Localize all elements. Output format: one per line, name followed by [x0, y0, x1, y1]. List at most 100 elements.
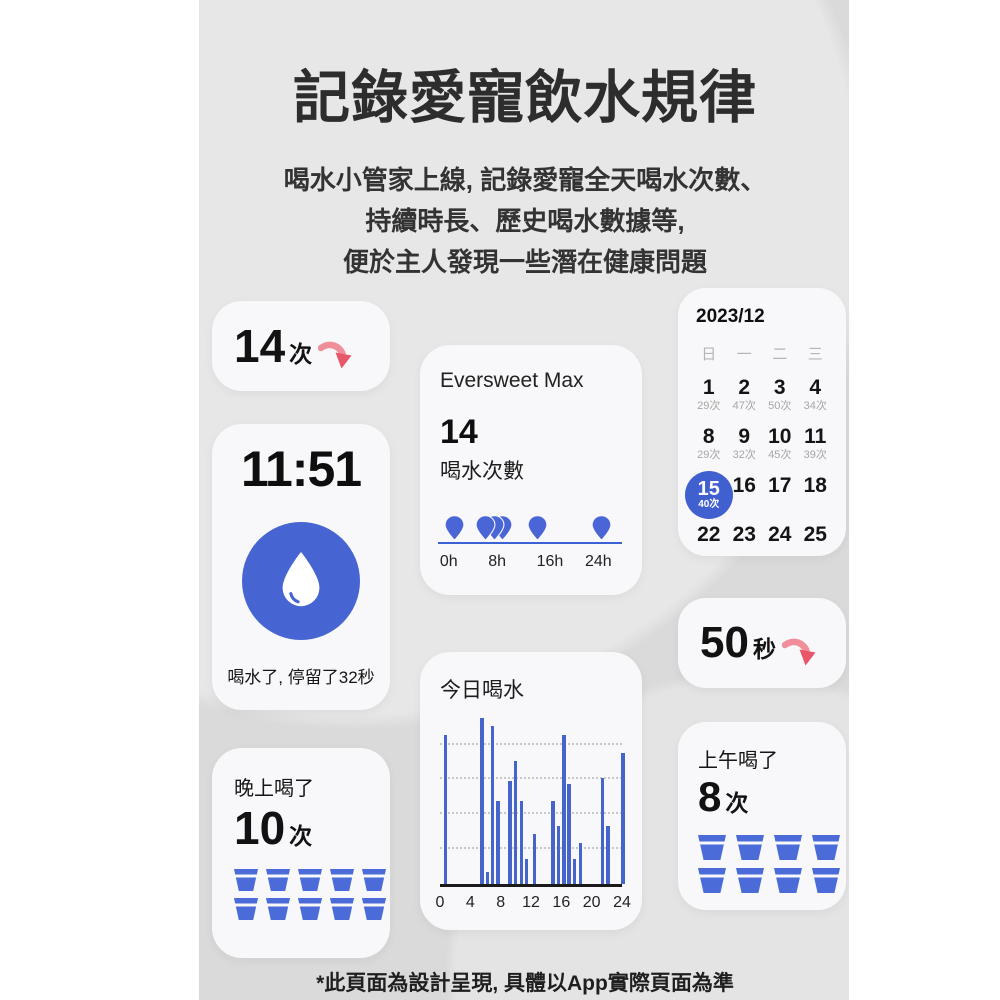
- timeline-axis-line: [438, 542, 623, 544]
- chart-x-tick-label: 8: [496, 894, 506, 911]
- night-label: 晚上喝了: [234, 778, 314, 800]
- device-card[interactable]: Eversweet Max 14 喝水次數 0h 8h 16h 24h: [420, 345, 642, 595]
- calendar-day-cell[interactable]: 16: [732, 474, 756, 497]
- chart-gridline: [440, 847, 622, 850]
- cup-icon: [774, 835, 802, 860]
- chart-x-tick-label: 24: [613, 894, 631, 911]
- calendar-day-cell[interactable]: 8 29次: [697, 425, 721, 461]
- duration-unit: 秒: [752, 636, 776, 662]
- chart-bar: [578, 842, 583, 884]
- calendar-day-cell[interactable]: 9 32次: [732, 425, 756, 461]
- cup-icon: [266, 898, 290, 920]
- chart-bar: [443, 734, 448, 884]
- duration-value: 50: [700, 618, 749, 667]
- calendar-grid: 1 29次 2 47次 3 50次 4 34次 8 29次 9 32次 10 45次 11 39次 15 40次 1…: [684, 375, 833, 571]
- chart-gridline: [440, 777, 622, 780]
- chart-bar: [485, 872, 489, 884]
- drink-time: 11:51: [240, 441, 362, 497]
- calendar-weekdays: 日一二三: [691, 343, 833, 364]
- calendar-day-cell[interactable]: 1 29次: [697, 376, 721, 412]
- chart-x-axis: 0 4 8 12 16 20 24: [436, 894, 631, 914]
- chart-bar: [600, 777, 605, 884]
- drop-pin-icon: [528, 516, 547, 540]
- chart-bar: [551, 801, 555, 884]
- timeline-tick-label: 0h: [439, 553, 458, 570]
- cup-icon: [698, 868, 726, 893]
- night-cups: [234, 869, 388, 920]
- drop-pin-icon: [445, 516, 463, 540]
- calendar-day-cell[interactable]: 10 45次: [768, 425, 792, 461]
- night-count-card[interactable]: 晚上喝了 10 次: [212, 748, 390, 958]
- cup-icon: [234, 869, 258, 891]
- cup-icon: [812, 835, 840, 860]
- calendar-month: 2023/12: [696, 306, 765, 327]
- calendar-day-cell[interactable]: 3 50次: [768, 376, 792, 412]
- calendar-day-cell[interactable]: 22: [697, 523, 721, 546]
- drink-timeline: 0h 8h 16h 24h: [438, 513, 624, 573]
- cup-icon: [698, 835, 726, 860]
- timeline-tick-label: 8h: [488, 553, 507, 570]
- chart-bar: [513, 761, 518, 884]
- duration-card[interactable]: 50 秒: [678, 598, 846, 688]
- calendar-weekday: 三: [807, 346, 823, 363]
- calendar-day-cell[interactable]: 2 47次: [732, 376, 756, 412]
- chart-bar: [621, 752, 625, 884]
- chart-x-tick-label: 4: [465, 894, 475, 911]
- calendar-day-cell[interactable]: 4 34次: [803, 376, 827, 412]
- drink-event-card[interactable]: 11:51 喝水了, 停留了32秒: [212, 424, 390, 710]
- calendar-day-cell[interactable]: 17: [768, 474, 792, 497]
- chart-x-tick-label: 0: [435, 894, 445, 911]
- chart-bar: [606, 825, 610, 884]
- morning-label: 上午喝了: [698, 750, 778, 772]
- chart-bar: [508, 781, 512, 884]
- chart-gridline: [440, 812, 622, 815]
- chart-x-tick-label: 16: [552, 894, 571, 911]
- chart-gridline: [440, 742, 622, 745]
- drop-pin-icon: [592, 516, 610, 540]
- calendar-weekday: 二: [772, 346, 788, 363]
- timeline-tick-label: 24h: [584, 553, 612, 570]
- morning-value: 8: [698, 773, 722, 820]
- cup-icon: [298, 869, 322, 891]
- daily-count-value: 14: [234, 320, 286, 372]
- daily-count-card[interactable]: 14 次: [212, 301, 390, 391]
- chart-bar: [490, 726, 495, 884]
- today-chart-card[interactable]: 今日喝水 0 4 8 12 16 20 24: [420, 652, 642, 930]
- calendar-day-cell[interactable]: 24: [768, 523, 792, 546]
- chart-title: 今日喝水: [440, 679, 524, 702]
- calendar-weekday: 日: [701, 346, 717, 363]
- daily-count-unit: 次: [289, 341, 313, 367]
- calendar-day-cell[interactable]: 25: [803, 523, 827, 546]
- calendar-day-cell[interactable]: 18: [803, 474, 827, 497]
- timeline-tick-label: 16h: [536, 553, 564, 570]
- morning-count-card[interactable]: 上午喝了 8 次: [678, 722, 846, 910]
- chart-bar: [480, 718, 484, 884]
- cup-icon: [362, 869, 386, 891]
- chart-x-tick-label: 20: [582, 894, 601, 911]
- calendar-day-cell[interactable]: 15 40次: [684, 470, 733, 522]
- cup-icon: [234, 898, 258, 920]
- water-drop-badge: [242, 521, 360, 640]
- calendar-selected-day: 15 40次: [684, 470, 733, 519]
- cup-icon: [736, 835, 764, 860]
- calendar-card[interactable]: 2023/12 日 一 二 三 1 29次 2 47次 3 50次 4 34次 8 29次 9 32次 10 4…: [678, 288, 846, 556]
- page-subtitle-line: 持續時長、歷史喝水數據等,: [365, 206, 685, 236]
- drop-pin-icon: [475, 515, 496, 541]
- device-name: Eversweet Max: [440, 369, 584, 392]
- cup-icon: [736, 868, 764, 893]
- chart-bar: [572, 859, 577, 884]
- chart-bar: [567, 784, 571, 884]
- calendar-day-cell[interactable]: 11 39次: [803, 425, 827, 461]
- water-drop-icon: [282, 551, 320, 606]
- cup-icon: [298, 898, 322, 920]
- page-subtitle: 喝水小管家上線, 記錄愛寵全天喝水次數、 持續時長、歷史喝水數據等, 便於主人發現一…: [200, 160, 850, 283]
- cup-icon: [266, 869, 290, 891]
- chart-bar: [519, 801, 524, 884]
- night-unit: 次: [289, 823, 313, 849]
- footnote: *此頁面為設計呈現, 具體以App實際頁面為準: [316, 972, 734, 995]
- drink-event-caption: 喝水了, 停留了32秒: [227, 668, 375, 687]
- calendar-day-cell[interactable]: 23: [732, 523, 756, 546]
- page-title: 記錄愛寵飲水規律: [293, 66, 757, 130]
- device-drink-count: 14: [440, 413, 478, 451]
